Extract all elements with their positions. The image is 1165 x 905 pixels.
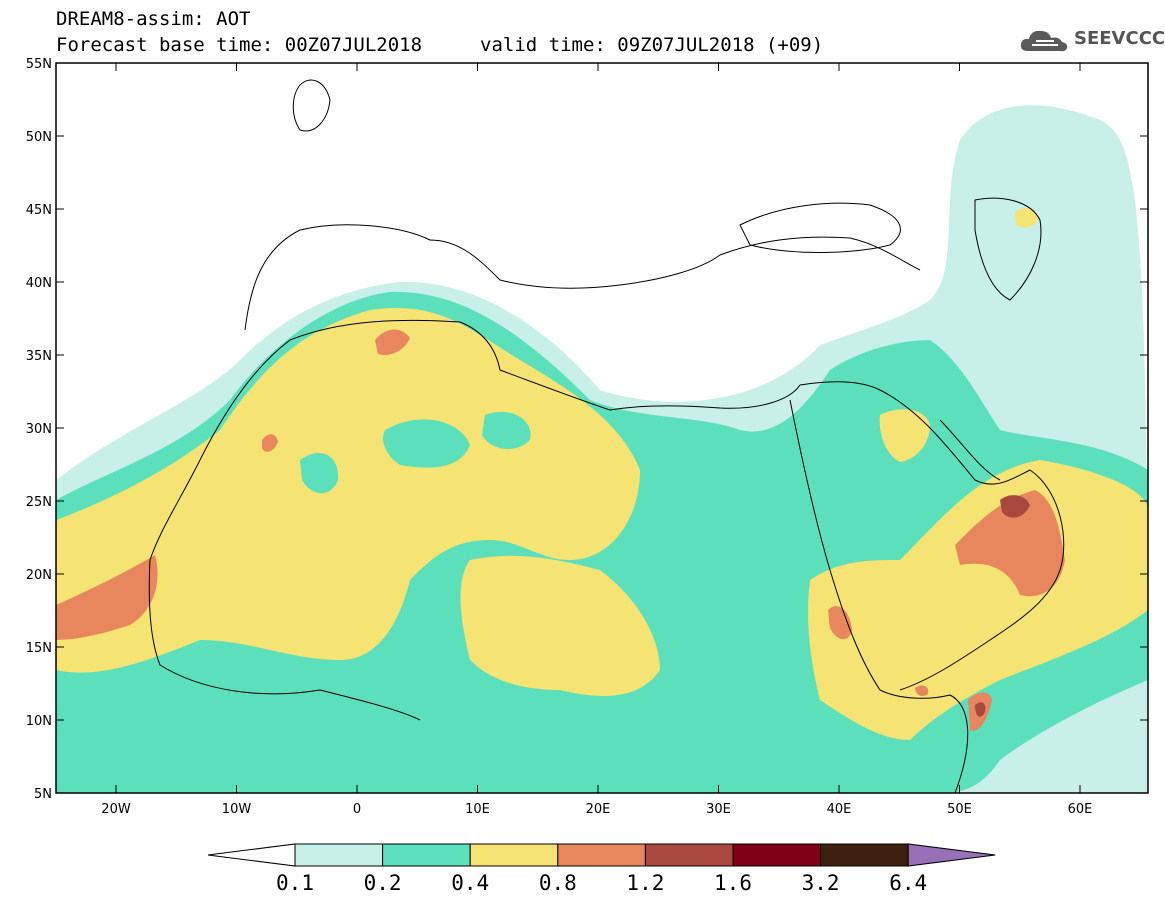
lon-label: 40E	[827, 802, 852, 817]
aot-region-1.2-arabia	[1000, 495, 1030, 518]
aot-region-0.8-arabia	[955, 490, 1065, 597]
latitude-labels: 55N 50N 45N 40N 35N 30N 25N 20N 15N 10N 5N	[26, 57, 52, 802]
coastline-arabia	[799, 381, 1065, 691]
lon-label: 30E	[706, 802, 731, 817]
aot-region-0.8-morocco	[262, 434, 278, 452]
lon-label: 10E	[465, 802, 490, 817]
colorbar-label: 1.6	[714, 871, 752, 895]
colorbar-over-triangle	[907, 843, 996, 867]
colorbar-bin	[557, 843, 646, 867]
lat-label: 45N	[26, 203, 52, 218]
colorbar-label: 0.8	[538, 871, 577, 895]
coastline-africa-west	[148, 459, 421, 721]
colorbar-under-triangle	[207, 843, 296, 867]
aot-region-0.2-hole-3	[300, 452, 339, 494]
coastline-africa-north	[199, 319, 801, 461]
aot-region-0.4-iraq	[879, 409, 930, 462]
aot-region-0.4-central	[460, 555, 660, 696]
lon-label: 20E	[586, 802, 611, 817]
lon-label: 50E	[947, 802, 972, 817]
aot-region-0.2-hole-1	[383, 419, 470, 468]
lat-label: 40N	[26, 276, 52, 291]
lon-label: 10W	[222, 802, 252, 817]
logo-text: SEEVCCC	[1074, 28, 1165, 49]
colorbar-bin	[469, 843, 559, 867]
colorbar-bin	[732, 843, 822, 867]
lon-label: 0	[353, 802, 361, 817]
coastline-britain	[292, 79, 331, 132]
axis-ticks	[56, 62, 1148, 794]
lat-label: 30N	[26, 422, 52, 437]
colorbar-label: 1.2	[626, 871, 665, 895]
lat-label: 20N	[26, 568, 52, 583]
aot-region-0.8-mauritania	[56, 555, 158, 640]
lon-label: 20W	[101, 802, 131, 817]
aot-region-0.4-sahara	[56, 308, 640, 673]
valid-time: valid time: 09Z07JUL2018 (+09)	[480, 34, 824, 56]
cloud-icon	[1020, 30, 1068, 52]
colorbar-label: 0.1	[276, 871, 314, 895]
coastline-black-sea	[739, 202, 901, 253]
colorbar-bin	[644, 843, 734, 867]
coastline-red-sea	[789, 399, 969, 793]
lat-label: 5N	[34, 787, 52, 802]
map-title: DREAM8-assim: AOT	[56, 8, 251, 30]
coastline-europe	[244, 224, 921, 331]
aot-region-0.2-hole-2	[482, 411, 531, 450]
colorbar-label: 0.2	[363, 871, 402, 895]
aot-region-0.8-eritrea	[828, 606, 852, 640]
lat-label: 10N	[26, 714, 52, 729]
forecast-base-time: Forecast base time: 00Z07JUL2018	[56, 34, 423, 56]
colorbar-label: 0.4	[451, 871, 490, 895]
aot-region-0.8-yemen	[915, 685, 929, 696]
coastlines	[148, 79, 1065, 793]
colorbar-label: 3.2	[801, 871, 840, 895]
colorbar-bin	[294, 843, 384, 867]
colorbar-label: 6.4	[889, 871, 928, 895]
lat-label: 25N	[26, 495, 52, 510]
aot-region-0.8-algeria	[375, 329, 410, 356]
colorbar-bin	[820, 843, 909, 867]
longitude-labels: 20W 10W 0 10E 20E 30E 40E 50E 60E	[101, 802, 1092, 817]
aot-region-1.2-somalia	[975, 702, 986, 717]
lat-label: 35N	[26, 349, 52, 364]
colorbar	[207, 843, 996, 867]
lon-label: 60E	[1068, 802, 1093, 817]
lat-label: 55N	[26, 57, 52, 72]
aot-region-0.4-caspian	[1015, 208, 1038, 228]
seevccc-logo: SEEVCCC	[1018, 25, 1165, 55]
coastline-persian-gulf	[939, 419, 1001, 481]
lat-label: 50N	[26, 130, 52, 145]
lat-label: 15N	[26, 641, 52, 656]
coastline-caspian	[974, 197, 1042, 301]
colorbar-bin	[382, 843, 471, 867]
